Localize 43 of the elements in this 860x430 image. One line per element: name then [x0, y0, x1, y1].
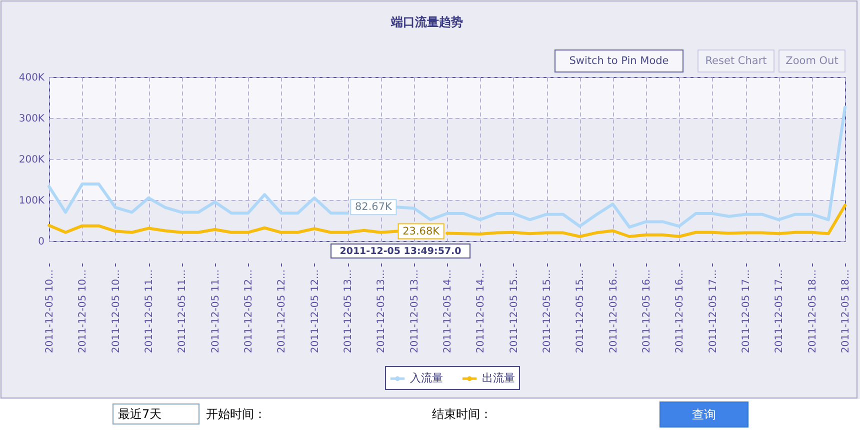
data-label: 23.68K — [402, 225, 441, 238]
x-tick-label: 2011-12-05 12... — [310, 270, 321, 354]
x-tick-label: 2011-12-05 10... — [44, 270, 56, 354]
y-tick-label: 300K — [18, 114, 45, 124]
x-tick-label: 2011-12-05 13... — [343, 270, 354, 354]
legend-label: 入流量 — [410, 372, 443, 385]
y-tick-label: 400K — [18, 72, 45, 84]
x-tick-label: 2011-12-05 16... — [642, 270, 652, 354]
legend-label: 出流量 — [482, 372, 515, 385]
x-tick-label: 2011-12-05 15... — [575, 270, 586, 354]
x-tick-label: 2011-12-05 14... — [476, 270, 487, 354]
x-tick-label: 2011-12-05 16... — [674, 270, 686, 354]
x-tick-label: 2011-12-05 11... — [210, 270, 222, 354]
text: 结束时间： — [432, 407, 492, 421]
x-tick-label: 2011-12-05 12... — [276, 270, 288, 354]
x-tick-label: 2011-12-05 16... — [608, 270, 620, 354]
x-tick-label: 2011-12-05 13... — [376, 270, 388, 354]
text: 查询 — [692, 408, 716, 422]
x-tick-label: 2011-12-05 11... — [177, 270, 188, 354]
x-tick-label: 2011-12-05 15... — [508, 270, 520, 354]
text: Reset Chart — [705, 55, 767, 67]
x-tick-label: 2011-12-05 15... — [542, 270, 553, 354]
text: Switch to Pin Mode — [569, 55, 669, 67]
text: 开始时间： — [206, 407, 266, 421]
x-tick-label: 2011-12-05 11... — [144, 270, 155, 354]
y-tick-label: 100K — [18, 196, 45, 206]
y-tick-label: 0 — [38, 236, 44, 248]
text: 2011-12-05 13:49:57.0 — [340, 246, 462, 257]
x-tick-label: 2011-12-05 14... — [442, 270, 454, 354]
chart-title: 端口流量趋势 — [390, 15, 463, 29]
x-tick-label: 2011-12-05 17... — [708, 270, 719, 354]
x-tick-label: 2011-12-05 17... — [741, 270, 752, 354]
text: Zoom Out — [786, 55, 838, 67]
data-label: 82.67K — [354, 201, 394, 214]
x-tick-label: 2011-12-05 17... — [774, 270, 786, 354]
x-tick-label: 2011-12-05 10... — [110, 270, 122, 354]
x-tick-label: 2011-12-05 10... — [78, 270, 89, 354]
x-tick-label: 2011-12-05 18... — [840, 270, 852, 354]
y-tick-label: 200K — [18, 154, 45, 166]
x-tick-label: 2011-12-05 18... — [807, 270, 818, 354]
x-tick-label: 2011-12-05 12... — [244, 270, 254, 354]
x-tick-label: 2011-12-05 13... — [409, 270, 420, 354]
text: 最近7天 — [118, 407, 162, 421]
